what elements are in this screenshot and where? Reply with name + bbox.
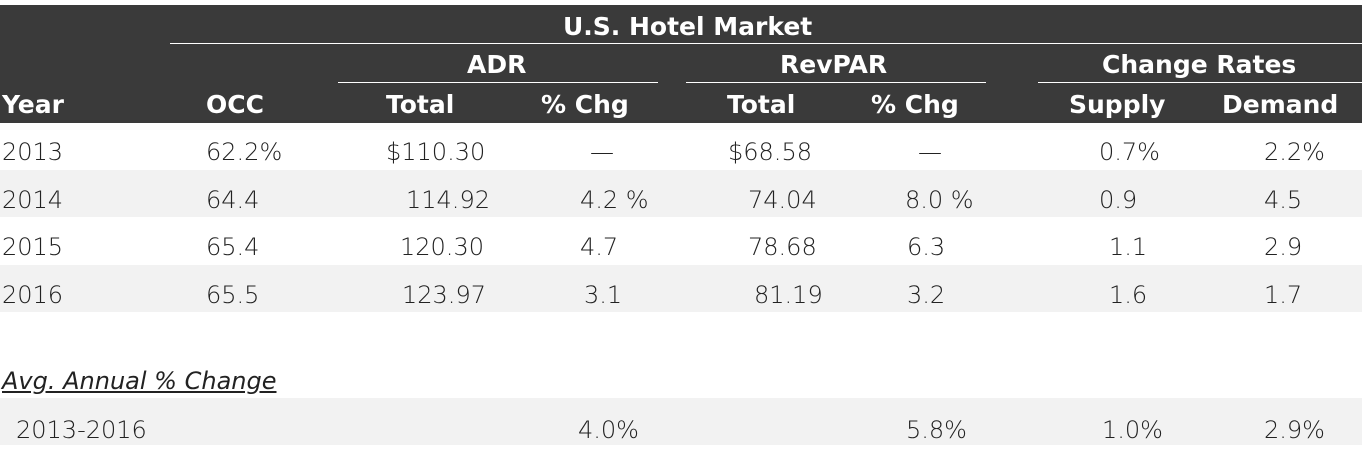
col-header-revpar-total: Total <box>727 90 796 119</box>
col-header-supply: Supply <box>1069 90 1166 119</box>
cell-supply: 1.6 <box>1109 281 1148 309</box>
cell-year: 2015 <box>2 233 64 261</box>
cell-period: 2013-2016 <box>16 416 147 444</box>
cell-revpar-total: 78.68 <box>748 233 817 261</box>
cell-supply: 0.9 <box>1099 186 1138 214</box>
cell-supply: 0.7% <box>1099 138 1160 166</box>
table-title: U.S. Hotel Market <box>563 12 813 41</box>
col-header-adr-chg: % Chg <box>541 90 629 119</box>
col-header-occ: OCC <box>206 90 264 119</box>
cell-occ: 65.5 <box>206 281 260 309</box>
cell-demand: 2.9 <box>1264 233 1303 261</box>
cell-adr-chg: 4.0% <box>578 416 639 444</box>
cell-revpar-total: 81.19 <box>754 281 823 309</box>
cell-occ: 65.4 <box>206 233 260 261</box>
cell-revpar-chg: 3.2 <box>907 281 946 309</box>
cell-supply: 1.0% <box>1102 416 1163 444</box>
col-header-demand: Demand <box>1222 90 1339 119</box>
cell-revpar-chg: — <box>918 138 942 166</box>
change-rates-rule <box>1038 82 1362 83</box>
group-header-change-rates: Change Rates <box>1102 50 1297 79</box>
cell-year: 2016 <box>2 281 64 309</box>
group-header-adr: ADR <box>467 50 527 79</box>
cell-adr-chg: 4.2 % <box>580 186 649 214</box>
cell-adr-total: 114.92 <box>406 186 490 214</box>
cell-adr-total: 120.30 <box>400 233 484 261</box>
cell-supply: 1.1 <box>1109 233 1148 261</box>
cell-occ: 64.4 <box>206 186 260 214</box>
col-header-adr-total: Total <box>386 90 455 119</box>
cell-adr-chg: — <box>590 138 614 166</box>
row-band <box>0 398 1362 445</box>
cell-revpar-total: $68.58 <box>728 138 812 166</box>
group-header-revpar: RevPAR <box>780 50 888 79</box>
col-header-revpar-chg: % Chg <box>871 90 959 119</box>
avg-change-label: Avg. Annual % Change <box>2 367 277 395</box>
cell-demand: 4.5 <box>1264 186 1303 214</box>
cell-year: 2014 <box>2 186 64 214</box>
cell-revpar-chg: 8.0 % <box>905 186 974 214</box>
cell-demand: 2.2% <box>1264 138 1325 166</box>
revpar-rule <box>686 82 986 83</box>
cell-demand: 1.7 <box>1264 281 1303 309</box>
cell-adr-total: $110.30 <box>386 138 486 166</box>
cell-revpar-chg: 6.3 <box>907 233 946 261</box>
row-band <box>0 265 1362 312</box>
cell-adr-chg: 4.7 <box>580 233 619 261</box>
cell-year: 2013 <box>2 138 64 166</box>
row-band <box>0 170 1362 217</box>
cell-revpar-total: 74.04 <box>748 186 817 214</box>
cell-adr-total: 123.97 <box>402 281 486 309</box>
cell-occ: 62.2% <box>206 138 283 166</box>
cell-demand: 2.9% <box>1264 416 1325 444</box>
title-rule <box>170 43 1362 44</box>
adr-rule <box>338 82 658 83</box>
cell-revpar-chg: 5.8% <box>906 416 967 444</box>
col-header-year: Year <box>2 90 64 119</box>
cell-adr-chg: 3.1 <box>584 281 623 309</box>
table-header: U.S. Hotel Market ADR RevPAR Change Rate… <box>0 5 1362 123</box>
